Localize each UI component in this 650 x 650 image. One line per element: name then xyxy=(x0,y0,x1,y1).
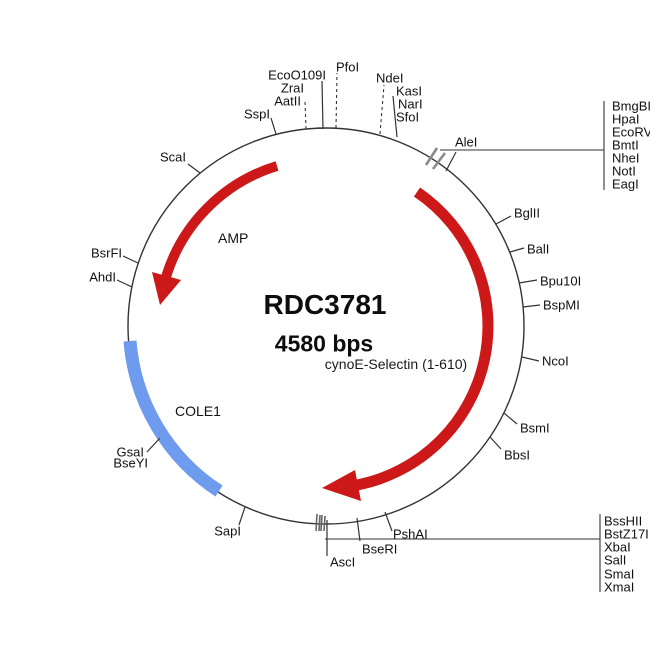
site-label-ndei: NdeI xyxy=(376,70,404,86)
amp-feature-arc xyxy=(161,161,279,279)
amp-feature-arrowhead-icon xyxy=(152,272,181,305)
plasmid-insert-annotation: cynoE-Selectin (1-610) xyxy=(324,356,468,372)
site-label-bmgbi: BmgBI xyxy=(612,98,650,114)
tick-gsai-bseyi xyxy=(146,437,161,453)
site-label-bali: BalI xyxy=(527,241,550,257)
cole1-feature-band xyxy=(123,340,223,497)
site-label-sapi: SapI xyxy=(214,523,241,539)
site-label-bsrfi: BsrFI xyxy=(90,245,122,261)
tick-pfoi xyxy=(335,72,338,129)
site-label-kasi: KasI xyxy=(396,83,423,99)
site-label-gsai: GsaI xyxy=(116,444,144,460)
site-label-pfoi: PfoI xyxy=(336,59,360,75)
multisite-hash-top xyxy=(424,147,447,170)
site-label-sali: SalI xyxy=(604,552,627,568)
tick-bbsi xyxy=(489,436,502,450)
feature-label-cole1: COLE1 xyxy=(175,403,221,419)
tick-bglii xyxy=(495,215,512,225)
site-label-scai: ScaI xyxy=(159,149,186,165)
plasmid-backbone-circle xyxy=(127,127,525,525)
site-label-bsshii: BssHII xyxy=(604,513,643,529)
tick-ncoi xyxy=(521,356,540,362)
site-label-ncoi: NcoI xyxy=(542,353,569,369)
tick-bsmi xyxy=(503,412,518,425)
site-label-pshai: PshAI xyxy=(393,526,428,542)
dashed-site-ticks xyxy=(304,72,385,135)
site-label-bseyi: BseYI xyxy=(113,455,148,471)
feature-label-amp: AMP xyxy=(218,230,249,246)
tick-ndei xyxy=(379,84,385,135)
site-label-ecoo109i: EcoO109I xyxy=(268,67,326,83)
site-label-zrai: ZraI xyxy=(280,80,304,96)
tick-bseri xyxy=(356,517,361,542)
site-label-bstz17i: BstZ17I xyxy=(604,526,649,542)
tick-sapi xyxy=(238,506,246,526)
selectin-feature-arrowhead-icon xyxy=(322,470,361,501)
site-label-bsmi: BsmI xyxy=(520,420,550,436)
site-label-xbai: XbaI xyxy=(604,539,631,555)
multisite-hash-bottom xyxy=(315,513,326,532)
site-label-ahdi: AhdI xyxy=(89,269,116,285)
site-label-nhei: NheI xyxy=(612,150,640,166)
site-ticks xyxy=(116,80,541,556)
site-label-sspi: SspI xyxy=(243,106,270,122)
site-label-aatii: AatII xyxy=(274,93,301,109)
site-label-sfoi: SfoI xyxy=(396,109,420,125)
site-label-bseri: BseRI xyxy=(362,541,398,557)
tick-pshai xyxy=(384,511,393,532)
tick-bali xyxy=(509,247,525,253)
site-label-nari: NarI xyxy=(398,96,423,112)
tick-bspmi xyxy=(522,304,541,308)
site-label-bspmi: BspMI xyxy=(543,297,580,313)
selectin-feature-arc xyxy=(355,187,494,491)
site-label-smai: SmaI xyxy=(604,566,635,582)
site-label-asci: AscI xyxy=(330,554,356,570)
site-label-bpu10i: Bpu10I xyxy=(540,273,582,289)
tick-kasi-nari-sfoi xyxy=(392,95,398,138)
tick-ahdi xyxy=(116,279,133,288)
site-label-ecorv: EcoRV xyxy=(612,124,650,140)
tick-sspi xyxy=(270,117,277,135)
site-label-xmai: XmaI xyxy=(604,579,635,595)
tick-scai xyxy=(187,163,201,174)
tick-bpu10i xyxy=(518,279,538,284)
tick-alei xyxy=(445,151,457,172)
tick-ecoo109i xyxy=(321,80,324,130)
site-label-eagi: EagI xyxy=(612,176,639,192)
site-label-bglii: BglII xyxy=(514,205,541,221)
site-label-noti: NotI xyxy=(612,163,636,179)
tick-bsrfi xyxy=(122,255,139,264)
site-label-hpai: HpaI xyxy=(612,111,640,127)
tick-zrai-aatii xyxy=(304,100,307,130)
site-label-bbsi: BbsI xyxy=(504,447,531,463)
group-leaders xyxy=(325,101,605,592)
site-label-bmti: BmtI xyxy=(612,137,639,153)
plasmid-name: RDC3781 xyxy=(263,289,387,320)
plasmid-size: 4580 bps xyxy=(274,330,374,357)
site-label-alei: AleI xyxy=(455,134,478,150)
